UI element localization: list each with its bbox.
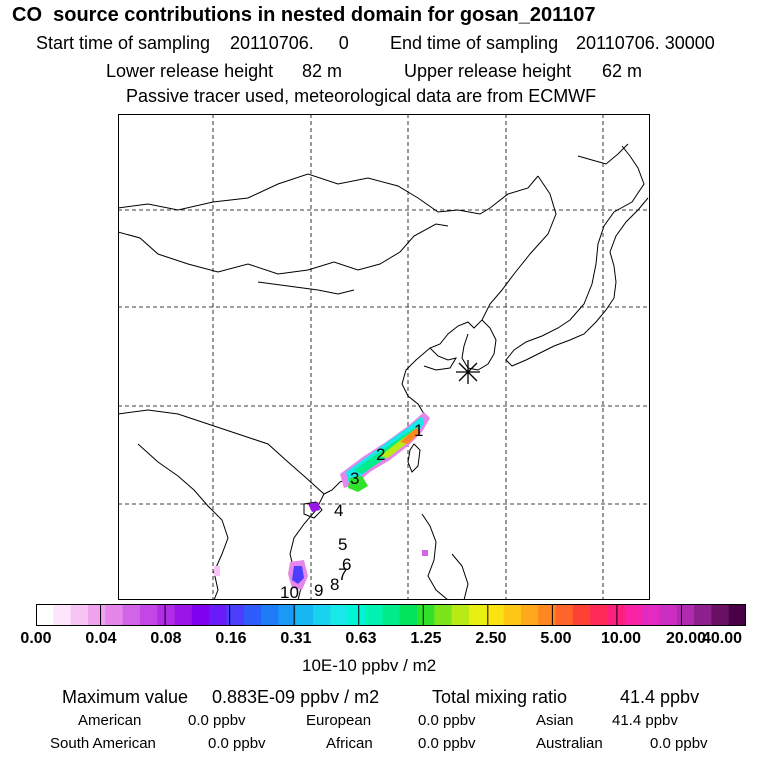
colorbar-tick-label: 2.50 — [475, 630, 507, 647]
region-name: European — [306, 712, 372, 729]
track-label-4: 4 — [334, 501, 343, 520]
colorbar-cell — [503, 604, 522, 626]
colorbar-cell — [694, 604, 712, 626]
region-name: Australian — [536, 735, 603, 752]
tracer-note: Passive tracer used, meteorological data… — [126, 86, 597, 106]
end-time-label: End time of sampling — [390, 33, 559, 53]
colorbar-cell — [157, 604, 176, 626]
lower-release-value: 82 m — [302, 61, 343, 81]
colorbar-tick-label: 5.00 — [540, 630, 572, 647]
colorbar-cell — [399, 604, 418, 626]
graticule — [118, 114, 650, 600]
colorbar-cell — [278, 604, 297, 626]
region-name: Asian — [536, 712, 574, 729]
region-value: 0.0 ppbv — [418, 712, 476, 729]
colorbar-cell — [711, 604, 730, 626]
colorbar-tick-label: 40.00 — [701, 630, 743, 647]
end-time-value: 20110706. 30000 — [576, 33, 715, 53]
colorbar-tick-label: 10.00 — [600, 630, 642, 647]
colorbar-cell — [572, 604, 591, 626]
track-label-5: 5 — [338, 535, 347, 554]
track-label-3: 3 — [350, 469, 359, 488]
colorbar-tick-label: 0.31 — [280, 630, 312, 647]
colorbar-cell — [520, 604, 539, 626]
region-value: 0.0 ppbv — [650, 735, 708, 752]
colorbar-cell — [261, 604, 280, 626]
colorbar-cell — [191, 604, 210, 626]
colorbar-cell — [468, 604, 487, 626]
colorbar-cell — [416, 604, 435, 626]
colorbar-tick-label: 1.25 — [410, 630, 442, 647]
track-label-7: 7 — [338, 565, 347, 584]
start-time-value: 20110706. 0 — [230, 33, 349, 53]
concentration-plume — [214, 412, 430, 590]
track-label-9: 9 — [314, 581, 323, 600]
map-panel: 1 2 3 4 5 6 7 8 9 10 — [118, 114, 650, 600]
colorbar — [36, 604, 746, 626]
colorbar-tick-label: 0.04 — [85, 630, 117, 647]
colorbar-cell — [728, 604, 746, 626]
colorbar-cell — [555, 604, 574, 626]
lower-release-label: Lower release height — [106, 61, 274, 81]
colorbar-cell — [659, 604, 678, 626]
colorbar-tick-label: 0.00 — [20, 630, 52, 647]
colorbar-cell — [70, 604, 89, 626]
colorbar-cell — [434, 604, 453, 626]
max-value-label: Maximum value — [62, 687, 189, 707]
colorbar-cell — [295, 604, 314, 626]
colorbar-cell — [209, 604, 228, 626]
region-name: South American — [50, 735, 156, 752]
track-label-10: 10 — [280, 583, 299, 600]
track-label-1: 1 — [414, 421, 423, 440]
colorbar-cell — [676, 604, 695, 626]
region-value: 0.0 ppbv — [208, 735, 266, 752]
start-time-label: Start time of sampling — [36, 33, 211, 53]
colorbar-cell — [36, 604, 54, 626]
region-value: 0.0 ppbv — [188, 712, 246, 729]
max-value: 0.883E-09 ppbv / m2 — [212, 687, 380, 707]
colorbar-tick-label: 20.00 — [665, 630, 707, 647]
colorbar-cell — [226, 604, 245, 626]
colorbar-cell — [642, 604, 661, 626]
colorbar-cell — [365, 604, 383, 626]
upper-release-label: Upper release height — [404, 61, 572, 81]
colorbar-cell — [87, 604, 106, 626]
colorbar-tick-label: 0.16 — [215, 630, 247, 647]
colorbar-tick-label: 0.08 — [150, 630, 182, 647]
region-name: African — [326, 735, 373, 752]
colorbar-cell — [105, 604, 124, 626]
colorbar-cell — [243, 604, 262, 626]
colorbar-cell — [313, 604, 331, 626]
colorbar-cell — [451, 604, 470, 626]
colorbar-tick-label: 0.63 — [345, 630, 377, 647]
colorbar-cell — [538, 604, 557, 626]
region-value: 0.0 ppbv — [418, 735, 476, 752]
total-mixing-label: Total mixing ratio — [432, 687, 568, 707]
colorbar-unit: 10E-10 ppbv / m2 — [302, 656, 437, 675]
colorbar-cell — [53, 604, 72, 626]
colorbar-cell — [347, 604, 366, 626]
colorbar-frame — [36, 604, 746, 626]
plot-title: CO source contributions in nested domain… — [12, 4, 596, 26]
colorbar-cell — [122, 604, 141, 626]
colorbar-cell — [139, 604, 158, 626]
upper-release-value: 62 m — [602, 61, 643, 81]
track-label-6: 6 — [342, 555, 351, 574]
colorbar-cell — [330, 604, 349, 626]
colorbar-cell — [590, 604, 609, 626]
colorbar-cell — [486, 604, 505, 626]
region-name: American — [78, 712, 142, 729]
region-value: 41.4 ppbv — [612, 712, 678, 729]
track-label-8: 8 — [330, 575, 339, 594]
map-frame — [118, 114, 650, 600]
colorbar-cell — [624, 604, 643, 626]
receptor-asterisk-icon — [456, 360, 480, 384]
total-mixing-value: 41.4 ppbv — [620, 687, 700, 707]
track-label-2: 2 — [376, 445, 385, 464]
colorbar-cell — [174, 604, 193, 626]
colorbar-cell — [382, 604, 401, 626]
